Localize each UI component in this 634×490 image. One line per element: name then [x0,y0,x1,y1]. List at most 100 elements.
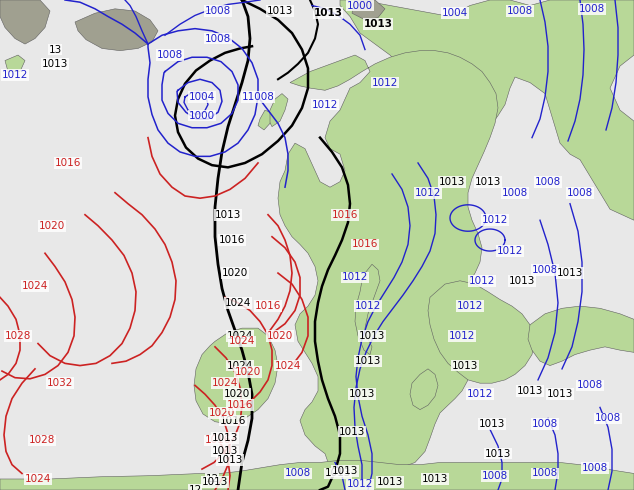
Text: 1013: 1013 [267,6,293,16]
Polygon shape [0,0,50,44]
Text: 1013: 1013 [439,177,465,187]
Text: 11008: 11008 [242,92,275,102]
Text: 1013: 1013 [355,356,381,366]
Text: 1008: 1008 [579,4,605,14]
Text: 1012: 1012 [449,331,476,341]
Text: 1008: 1008 [532,265,558,275]
Polygon shape [410,369,438,410]
Text: 13: 13 [48,45,61,54]
Text: 1013: 1013 [212,433,238,443]
Text: 1024: 1024 [212,378,238,388]
Polygon shape [352,0,385,20]
Text: 1012: 1012 [312,99,338,110]
Text: 1013: 1013 [42,59,68,69]
Text: 1016: 1016 [219,235,245,245]
Text: 1013: 1013 [313,8,342,18]
Text: 1012: 1012 [355,301,381,311]
Text: 1024: 1024 [229,336,256,346]
Text: 1020: 1020 [222,268,248,278]
Text: 1028: 1028 [5,331,31,341]
Polygon shape [258,110,270,130]
Text: 1013: 1013 [349,389,375,399]
Text: 1008: 1008 [285,468,311,478]
Text: 1013: 1013 [452,361,478,370]
Text: 1016: 1016 [227,400,253,410]
Text: 1024: 1024 [227,331,253,341]
Text: 1016: 1016 [220,416,246,426]
Text: 1013: 1013 [363,19,392,29]
Text: 1020: 1020 [224,389,250,399]
Text: 1012: 1012 [342,272,368,282]
Text: 1012: 1012 [469,276,495,286]
Text: 1012: 1012 [482,215,508,225]
Text: 1020: 1020 [39,220,65,231]
Text: 1012: 1012 [467,389,493,399]
Text: 1020: 1020 [267,331,293,341]
Text: 1013: 1013 [517,386,543,396]
Text: 1008: 1008 [482,471,508,481]
Text: 1004: 1004 [442,8,468,18]
Text: 1024: 1024 [25,474,51,484]
Polygon shape [0,460,634,490]
Text: 1013: 1013 [479,419,505,429]
Text: 1012: 1012 [347,480,373,490]
Polygon shape [355,264,380,355]
Text: 1012: 1012 [372,77,398,88]
Text: 1016: 1016 [255,301,281,311]
Text: 1013: 1013 [339,427,365,437]
Text: 1016: 1016 [352,240,378,249]
Text: 1024: 1024 [227,361,253,370]
Text: 1032: 1032 [47,378,73,388]
Text: 1004: 1004 [189,92,215,102]
Text: 1013: 1013 [485,449,511,459]
Text: 1013: 1013 [215,210,241,220]
Text: 1012: 1012 [2,70,28,80]
Text: 1008: 1008 [532,468,558,478]
Text: 1024: 1024 [22,281,48,291]
Text: 1013: 1013 [212,446,238,457]
Text: 1013: 1013 [557,268,583,278]
Text: 1013: 1013 [325,468,351,478]
Text: 1013: 1013 [332,466,358,476]
Text: 12: 12 [188,485,202,490]
Text: 1028: 1028 [29,436,55,445]
Text: 1024: 1024 [225,298,251,308]
Text: 1013: 1013 [359,331,385,341]
Text: 1024: 1024 [275,361,301,370]
Polygon shape [5,55,25,72]
Text: 1016: 1016 [205,436,231,445]
Polygon shape [340,0,634,220]
Text: 1008: 1008 [535,177,561,187]
Text: 1016: 1016 [332,210,358,220]
Polygon shape [428,281,535,383]
Text: 1012: 1012 [497,246,523,256]
Text: 1008: 1008 [577,380,603,391]
Text: 1013: 1013 [547,389,573,399]
Polygon shape [75,9,158,50]
Polygon shape [278,50,498,490]
Text: 1016: 1016 [55,158,81,168]
Text: 1008: 1008 [507,6,533,16]
Text: 1008: 1008 [582,463,608,473]
Text: 1013: 1013 [422,474,448,484]
Text: 1008: 1008 [567,188,593,197]
Text: 12: 12 [205,474,219,484]
Text: 1000: 1000 [347,0,373,10]
Text: 1008: 1008 [502,188,528,197]
Text: 1012: 1012 [415,188,441,197]
Polygon shape [528,306,634,366]
Text: 1013: 1013 [217,455,243,466]
Polygon shape [268,94,288,126]
Text: 1013: 1013 [509,276,535,286]
Text: 1020: 1020 [235,367,261,377]
Text: 1008: 1008 [157,50,183,60]
Text: 1013: 1013 [475,177,501,187]
Polygon shape [194,328,278,424]
Text: 1008: 1008 [205,33,231,44]
Text: 1008: 1008 [205,6,231,16]
Text: 1008: 1008 [532,419,558,429]
Text: 1008: 1008 [595,414,621,423]
Text: 1013: 1013 [377,477,403,487]
Text: 1013: 1013 [202,477,228,487]
Text: 1012: 1012 [457,301,483,311]
